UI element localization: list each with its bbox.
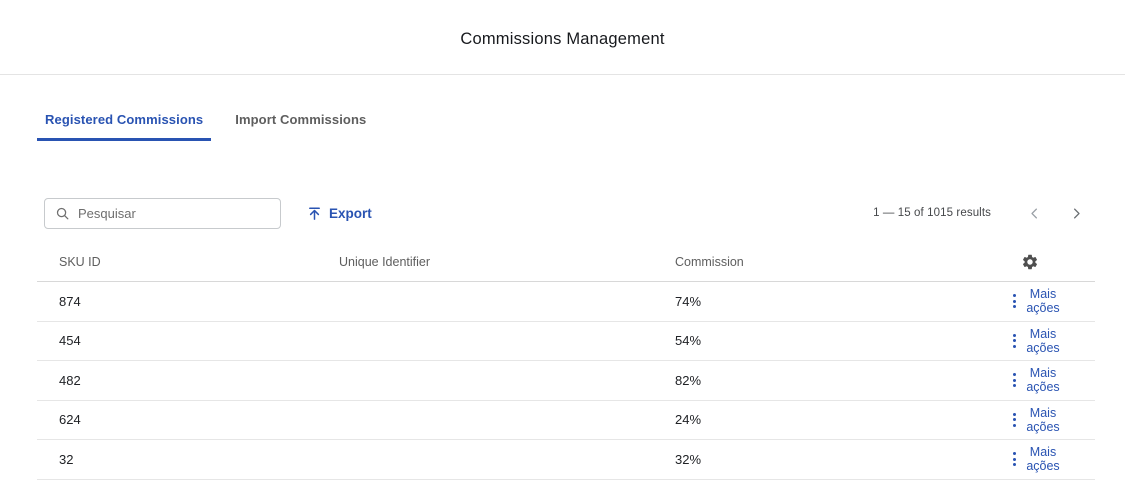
chevron-left-icon bbox=[1030, 208, 1037, 218]
next-page-button[interactable] bbox=[1063, 200, 1089, 226]
search-icon bbox=[56, 207, 69, 219]
more-actions-label: Mais ações bbox=[1026, 326, 1060, 355]
cell-commission: 54% bbox=[675, 333, 702, 349]
more-actions-button[interactable]: Mais ações bbox=[1005, 327, 1064, 355]
export-label: Export bbox=[329, 205, 372, 221]
cell-sku-id: 482 bbox=[59, 372, 81, 388]
chevron-right-icon bbox=[1073, 208, 1080, 218]
table-row: 454 54% Mais ações bbox=[37, 322, 1095, 361]
export-button[interactable]: Export bbox=[307, 206, 372, 221]
tab-bar: Registered Commissions Import Commission… bbox=[0, 75, 1125, 141]
cell-sku-id: 454 bbox=[59, 333, 81, 349]
table-settings-button[interactable] bbox=[1013, 253, 1039, 271]
more-actions-button[interactable]: Mais ações bbox=[1005, 366, 1064, 394]
tab-registered-commissions[interactable]: Registered Commissions bbox=[37, 112, 212, 141]
kebab-menu-icon bbox=[1013, 412, 1016, 427]
export-icon bbox=[309, 206, 320, 220]
pagination: 1 — 15 of 1015 results bbox=[873, 200, 1089, 226]
kebab-menu-icon bbox=[1013, 333, 1016, 348]
more-actions-label: Mais ações bbox=[1026, 445, 1060, 474]
cell-commission: 32% bbox=[675, 451, 702, 467]
cell-sku-id: 624 bbox=[59, 412, 81, 428]
page-title: Commissions Management bbox=[460, 29, 665, 48]
gear-icon bbox=[1022, 254, 1038, 269]
table-row: 482 82% Mais ações bbox=[37, 361, 1095, 401]
column-header-sku-id: SKU ID bbox=[59, 254, 101, 269]
search-input[interactable] bbox=[78, 205, 270, 221]
page-header: Commissions Management bbox=[0, 0, 1125, 75]
more-actions-label: Mais ações bbox=[1026, 366, 1060, 395]
table-header-row: SKU ID Unique Identifier Commission bbox=[37, 242, 1095, 282]
more-actions-label: Mais ações bbox=[1026, 405, 1060, 434]
commissions-table: SKU ID Unique Identifier Commission 874 … bbox=[37, 242, 1095, 480]
kebab-menu-icon bbox=[1013, 294, 1016, 309]
cell-sku-id: 874 bbox=[59, 293, 81, 309]
column-header-commission: Commission bbox=[675, 254, 744, 269]
cell-commission: 82% bbox=[675, 372, 702, 388]
table-row: 874 74% Mais ações bbox=[37, 282, 1095, 322]
cell-commission: 74% bbox=[675, 293, 702, 309]
table-toolbar: Export 1 — 15 of 1015 results bbox=[44, 197, 1089, 229]
more-actions-button[interactable]: Mais ações bbox=[1005, 445, 1064, 473]
more-actions-button[interactable]: Mais ações bbox=[1005, 287, 1064, 315]
table-row: 32 32% Mais ações bbox=[37, 440, 1095, 480]
more-actions-label: Mais ações bbox=[1026, 287, 1060, 316]
tab-import-commissions[interactable]: Import Commissions bbox=[227, 112, 374, 141]
previous-page-button[interactable] bbox=[1021, 200, 1047, 226]
kebab-menu-icon bbox=[1013, 373, 1016, 388]
search-box[interactable] bbox=[44, 197, 281, 229]
more-actions-button[interactable]: Mais ações bbox=[1005, 406, 1064, 434]
table-row: 624 24% Mais ações bbox=[37, 401, 1095, 440]
kebab-menu-icon bbox=[1013, 452, 1016, 467]
cell-sku-id: 32 bbox=[59, 451, 74, 467]
cell-commission: 24% bbox=[675, 412, 702, 428]
results-summary: 1 — 15 of 1015 results bbox=[873, 207, 991, 219]
column-header-unique-identifier: Unique Identifier bbox=[339, 254, 431, 269]
